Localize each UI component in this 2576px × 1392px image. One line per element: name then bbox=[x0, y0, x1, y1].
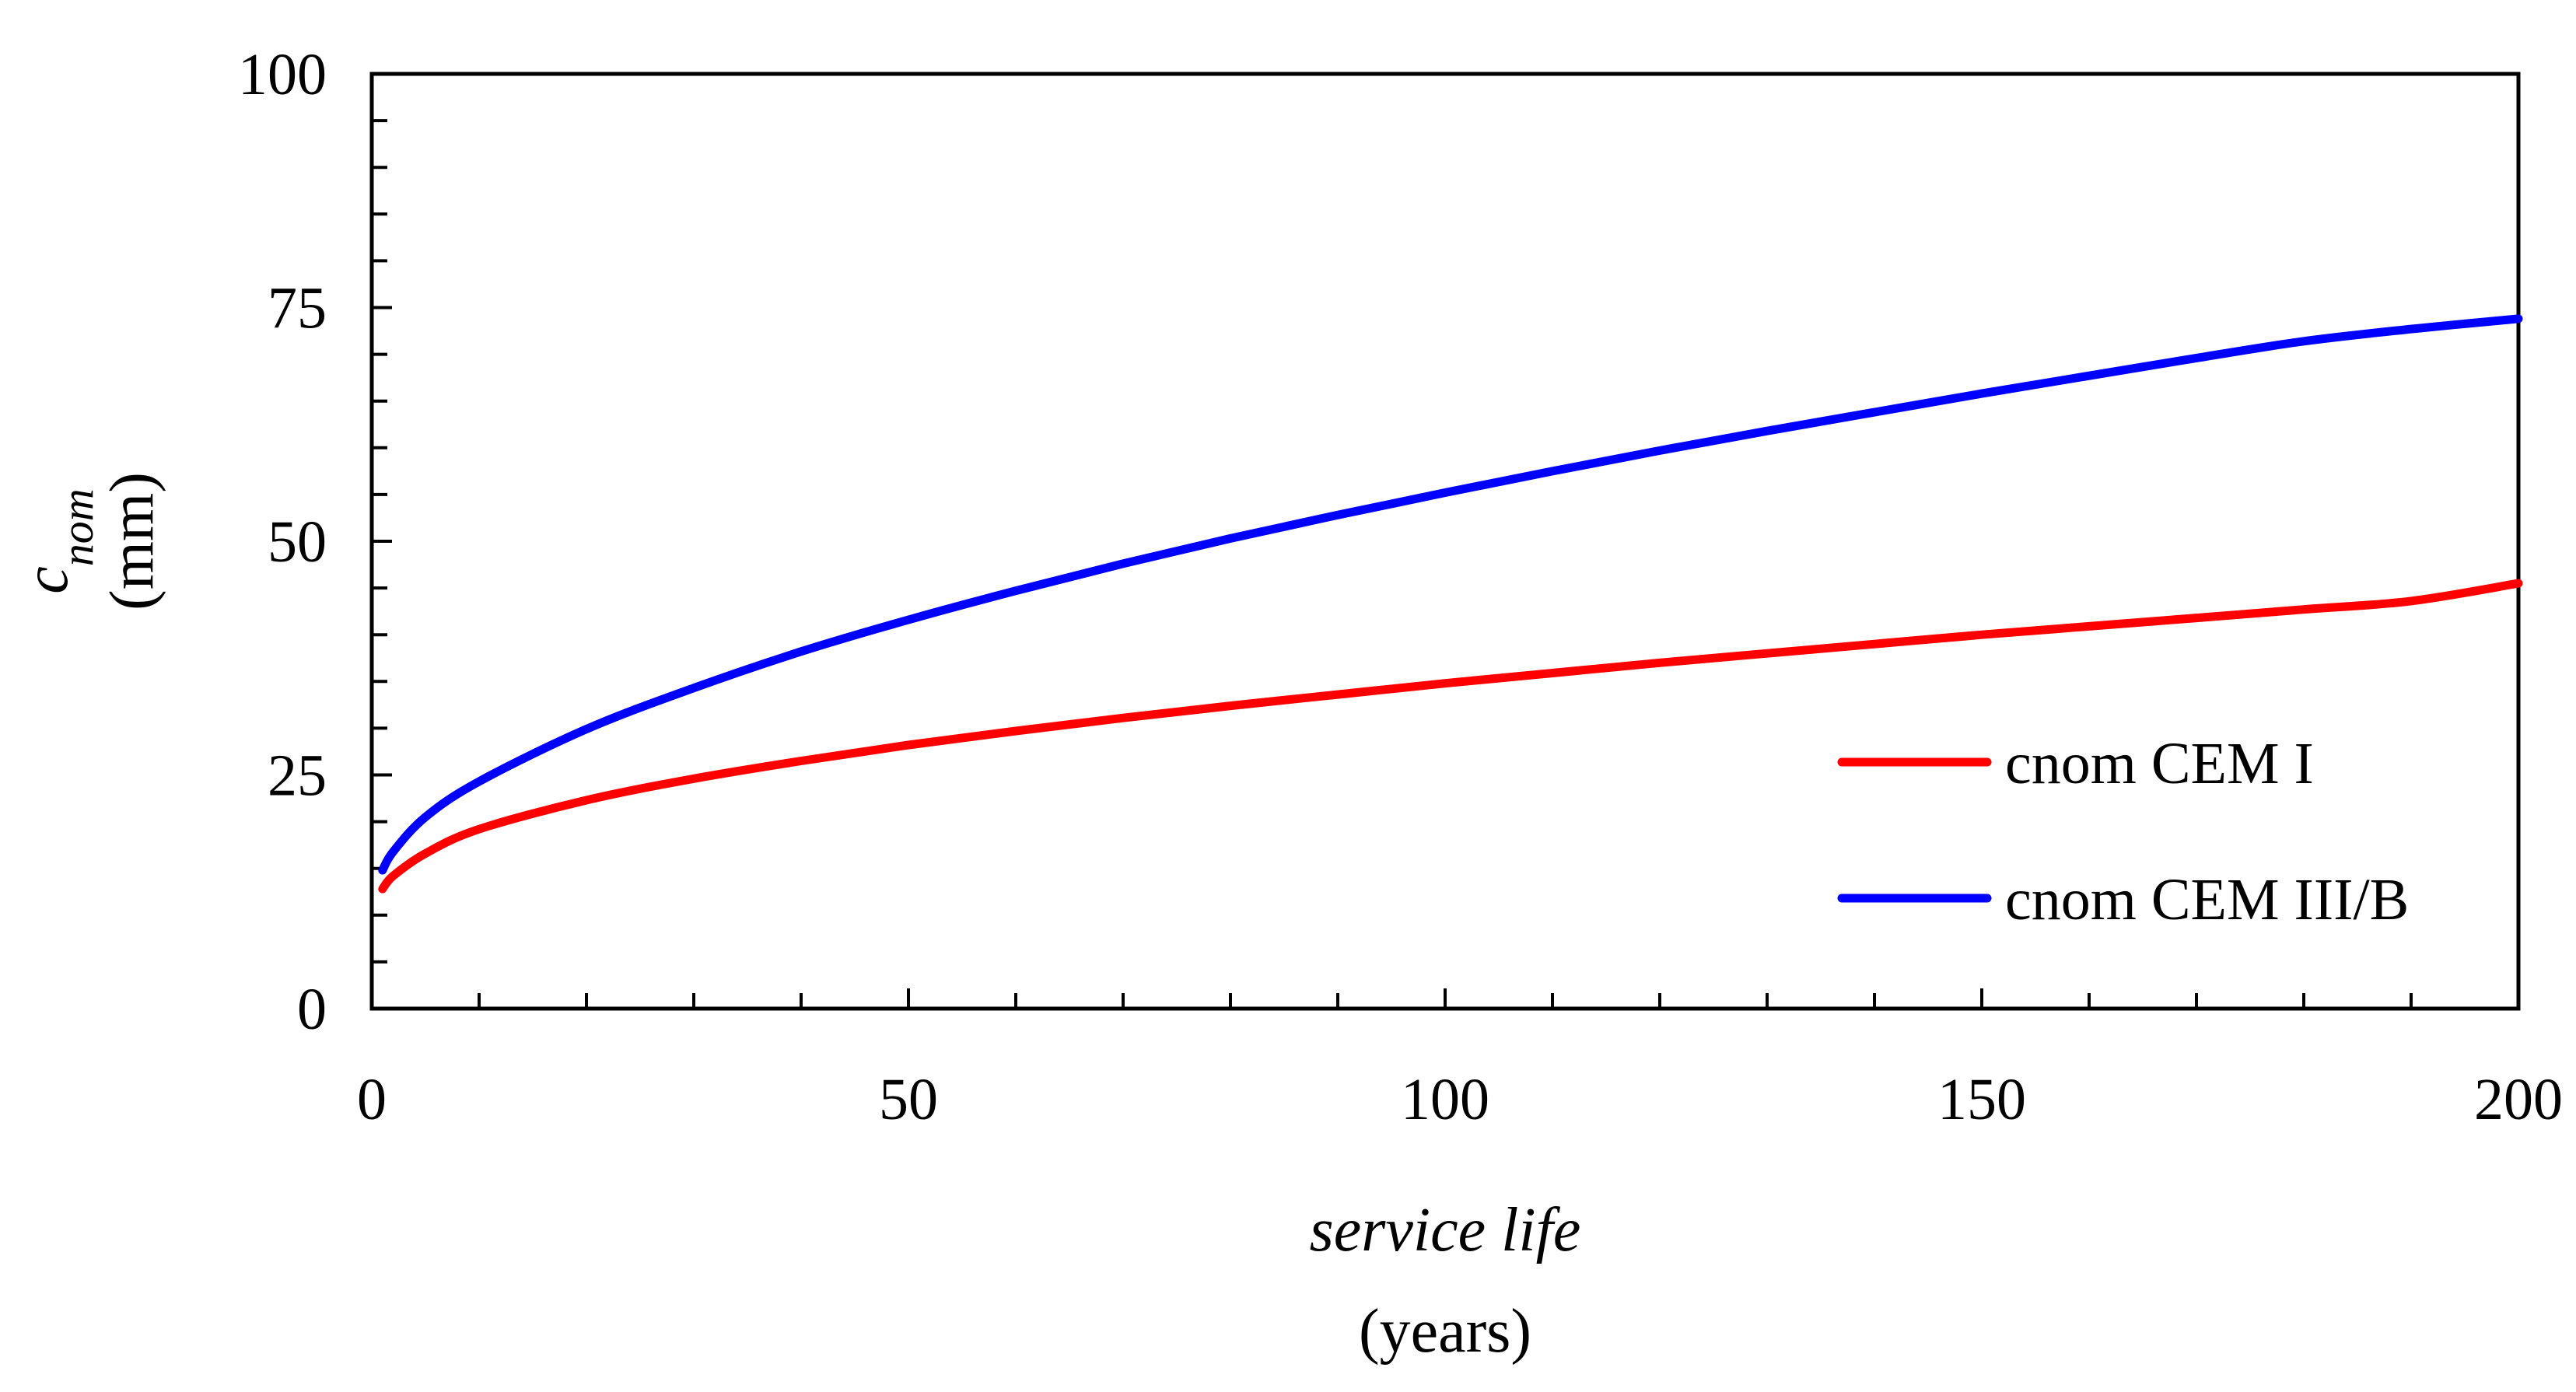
series-layer bbox=[378, 314, 2523, 894]
legend: cnom CEM I cnom CEM III/B bbox=[1837, 731, 2409, 932]
legend-label: cnom CEM I bbox=[2005, 731, 2314, 796]
legend-label: cnom CEM III/B bbox=[2005, 867, 2409, 932]
x-axis-unit: (years) bbox=[1359, 1297, 1531, 1366]
y-tick-label: 100 bbox=[238, 42, 327, 107]
y-axis-title-subscript: nom bbox=[52, 488, 103, 566]
x-tick-label: 50 bbox=[879, 1067, 938, 1132]
y-axis-title-main: c bbox=[12, 566, 81, 594]
y-tick-label: 25 bbox=[268, 743, 327, 809]
y-tick-label: 0 bbox=[297, 977, 327, 1042]
x-tick-label: 150 bbox=[1937, 1067, 2026, 1132]
y-tick-label: 75 bbox=[268, 276, 327, 341]
x-tick-label: 0 bbox=[357, 1067, 387, 1132]
x-tick-label: 200 bbox=[2474, 1067, 2563, 1132]
series-line-cem-iii-b bbox=[378, 314, 2523, 875]
y-axis-unit: (mm) bbox=[98, 472, 166, 610]
x-tick-label: 100 bbox=[1401, 1067, 1489, 1132]
y-tick-label: 50 bbox=[268, 509, 327, 575]
y-axis-title: cnom bbox=[12, 488, 103, 593]
series-line-cem-i bbox=[378, 579, 2523, 894]
x-axis-title: service life bbox=[1310, 1196, 1581, 1264]
labels-layer: 0 50 100 150 200 0 25 50 75 100 service life (years… bbox=[12, 42, 2563, 1366]
